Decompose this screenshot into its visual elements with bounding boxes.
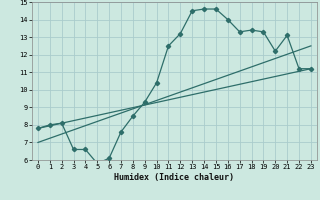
X-axis label: Humidex (Indice chaleur): Humidex (Indice chaleur) bbox=[115, 173, 234, 182]
